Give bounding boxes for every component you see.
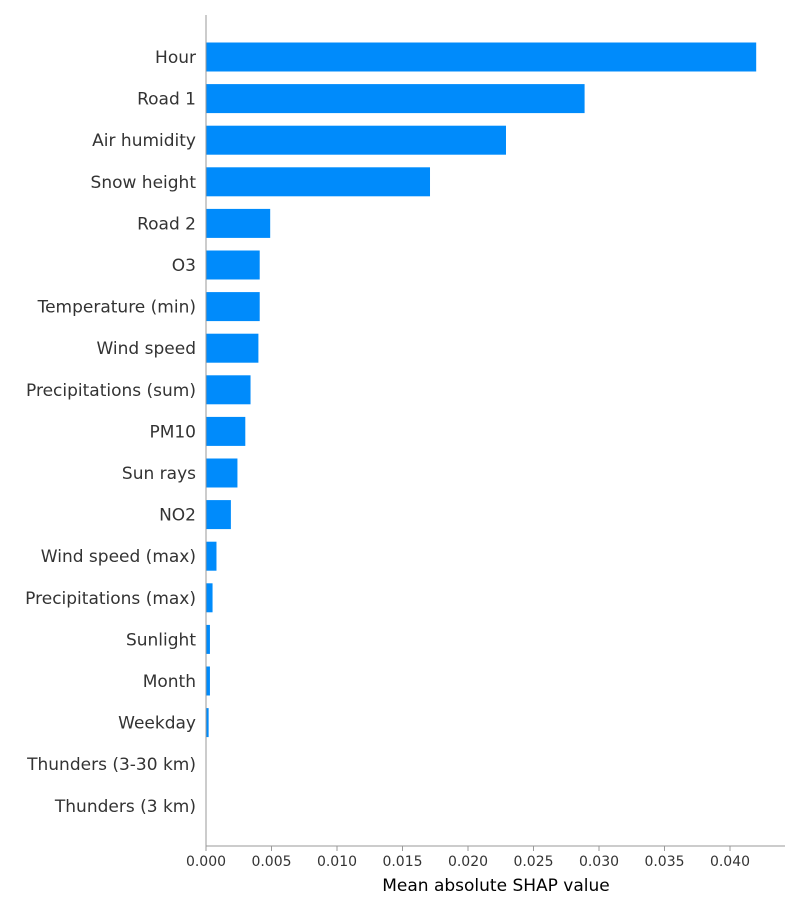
feature-label: Snow height [91, 173, 197, 193]
feature-label: Precipitations (max) [25, 589, 196, 609]
feature-label: Sunlight [126, 630, 196, 650]
feature-label: Wind speed [97, 339, 197, 359]
bars-layer [206, 42, 757, 738]
bar-road-1 [206, 84, 585, 114]
feature-label: PM10 [149, 422, 196, 442]
x-tick-label: 0.035 [644, 854, 684, 870]
x-tick-label: 0.015 [382, 854, 422, 870]
bar-pm10 [206, 416, 246, 446]
bar-weekday [206, 708, 209, 738]
bar-road-2 [206, 208, 271, 238]
bar-hour [206, 42, 757, 72]
feature-label: NO2 [159, 506, 196, 526]
x-tick-label: 0.025 [513, 854, 553, 870]
feature-label: Month [143, 672, 196, 692]
x-tick-label: 0.040 [710, 854, 750, 870]
bar-no2 [206, 500, 231, 530]
feature-label: Thunders (3 km) [54, 797, 196, 817]
feature-labels: Hour Road 1 Air humidity Snow height Road 2 O… [25, 48, 196, 817]
bar-precipitations-max [206, 583, 213, 613]
x-axis-title: Mean absolute SHAP value [382, 876, 610, 896]
x-tick-label: 0.005 [251, 854, 291, 870]
bar-air-humidity [206, 125, 506, 155]
bar-sunlight [206, 624, 210, 654]
x-tick-label: 0.020 [448, 854, 488, 870]
feature-label: Road 1 [137, 90, 196, 110]
x-tick-label: 0.030 [579, 854, 619, 870]
feature-label: O3 [172, 256, 196, 276]
feature-label: Hour [155, 48, 196, 68]
feature-label: Wind speed (max) [41, 547, 196, 567]
bar-o3 [206, 250, 260, 280]
x-tick-label: 0.000 [186, 854, 226, 870]
feature-label: Temperature (min) [37, 298, 196, 318]
bar-snow-height [206, 167, 431, 197]
bar-wind-speed [206, 333, 259, 363]
feature-label: Weekday [118, 714, 196, 734]
x-tick-label: 0.010 [317, 854, 357, 870]
feature-label: Thunders (3-30 km) [26, 755, 196, 775]
bar-temperature-min [206, 292, 260, 322]
feature-label: Sun rays [122, 464, 196, 484]
feature-label: Road 2 [137, 214, 196, 234]
bar-month [206, 666, 210, 696]
bar-wind-speed-max [206, 541, 217, 571]
bar-precipitations-sum [206, 375, 251, 405]
feature-label: Air humidity [92, 131, 196, 151]
bar-sun-rays [206, 458, 238, 488]
feature-label: Precipitations (sum) [26, 381, 196, 401]
x-axis-ticks: 0.000 0.005 0.010 0.015 0.020 0.025 0.030 0.035… [186, 846, 750, 870]
